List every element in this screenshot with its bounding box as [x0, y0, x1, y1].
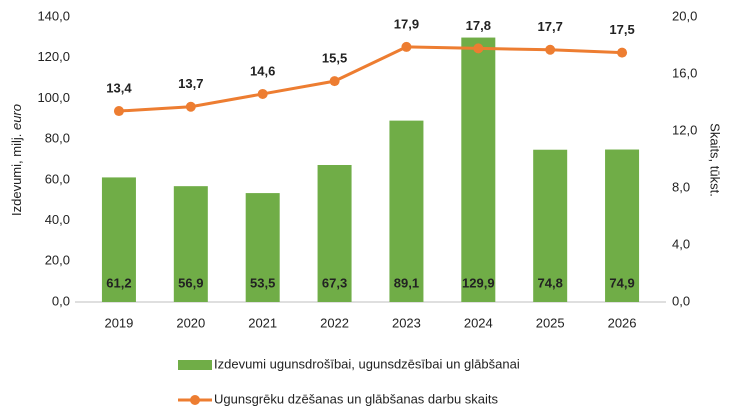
x-tick-label: 2022: [320, 315, 349, 330]
y-tick-label: 0,0: [52, 293, 70, 308]
data-label: 17,5: [609, 22, 634, 37]
bar: [173, 186, 208, 302]
data-label: 13,4: [106, 80, 132, 95]
bar: [317, 164, 352, 302]
y-axis-label-part: Izdevumi, milj.: [9, 134, 24, 216]
x-tick-label: 2024: [464, 315, 493, 330]
data-label: 53,5: [250, 275, 275, 290]
bar: [389, 120, 424, 302]
bar: [461, 37, 496, 302]
data-label: 129,9: [462, 275, 495, 290]
legend-label: Izdevumi ugunsdrošībai, ugunsdzēsībai un…: [214, 356, 520, 371]
bar: [101, 177, 136, 302]
data-label: 13,7: [178, 76, 203, 91]
point: [113, 106, 124, 117]
y-tick-label: 140,0: [37, 8, 70, 23]
data-label: 17,9: [394, 16, 419, 31]
y2-tick-label: 4,0: [672, 236, 690, 251]
x-tick-label: 2026: [608, 315, 637, 330]
data-label: 74,8: [538, 275, 563, 290]
line: [118, 45, 623, 113]
data-label: 89,1: [394, 275, 419, 290]
y2-tick-label: 20,0: [672, 8, 697, 23]
y-tick-label: 60,0: [45, 171, 70, 186]
data-label: 14,6: [250, 63, 275, 78]
point: [329, 76, 340, 87]
y-tick-label: 80,0: [45, 131, 70, 146]
x-tick-label: 2021: [248, 315, 277, 330]
point: [401, 41, 412, 52]
y2-tick-label: 12,0: [672, 122, 697, 137]
point: [257, 88, 268, 99]
y-tick-label: 100,0: [37, 90, 70, 105]
x-tick-label: 2025: [536, 315, 565, 330]
y-axis-label: Izdevumi, milj. euro: [9, 104, 24, 216]
point: [473, 43, 484, 54]
data-label: 61,2: [106, 275, 131, 290]
data-label: 17,7: [538, 19, 563, 34]
y2-tick-label: 0,0: [672, 293, 690, 308]
x-tick-label: 2019: [104, 315, 133, 330]
legend-swatch: [190, 395, 200, 405]
y-tick-label: 40,0: [45, 212, 70, 227]
y-tick-label: 120,0: [37, 49, 70, 64]
data-label: 15,5: [322, 51, 347, 66]
point: [185, 101, 196, 112]
x-tick-label: 2023: [392, 315, 421, 330]
y-axis-label-part: euro: [9, 104, 24, 130]
point: [545, 44, 556, 55]
legend-label: Ugunsgrēku dzēšanas un glābšanas darbu s…: [214, 391, 499, 406]
data-label: 67,3: [322, 275, 347, 290]
data-label: 56,9: [178, 275, 203, 290]
legend-swatch: [178, 360, 212, 370]
y-tick-label: 20,0: [45, 253, 70, 268]
bar: [605, 149, 640, 302]
data-label: 17,8: [466, 18, 491, 33]
y2-tick-label: 16,0: [672, 65, 697, 80]
data-label: 74,9: [609, 275, 634, 290]
y2-axis-label: Skaits, tūkst.: [708, 123, 723, 197]
bar: [245, 193, 280, 302]
x-tick-label: 2020: [176, 315, 205, 330]
point: [617, 47, 628, 58]
bar: [533, 149, 568, 302]
y2-tick-label: 8,0: [672, 179, 690, 194]
